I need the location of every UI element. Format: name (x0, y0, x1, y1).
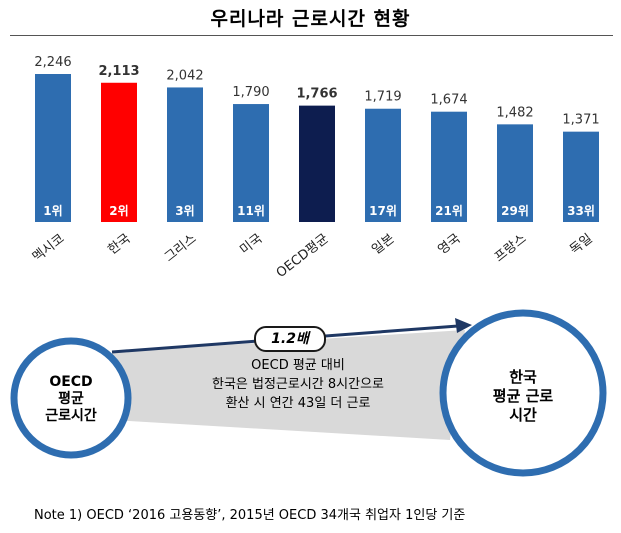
category-label: 미국 (237, 231, 265, 258)
value-label: 2,042 (166, 68, 203, 83)
value-label: 1,371 (562, 113, 599, 128)
korea-circle (439, 309, 607, 477)
bar (563, 131, 599, 222)
bar (497, 124, 533, 222)
bar (101, 82, 137, 222)
category-label: 그리스 (162, 231, 200, 265)
bar (167, 87, 203, 222)
oecd-circle (10, 337, 132, 459)
value-label: 1,766 (296, 87, 337, 102)
title-divider (10, 35, 613, 36)
rank-label: 21위 (435, 204, 463, 218)
rank-label: 11위 (237, 204, 265, 218)
value-label: 1,790 (232, 85, 269, 100)
category-label: 한국 (105, 231, 133, 258)
rank-label: 17위 (369, 204, 397, 218)
source-note: Note 1) OECD ‘2016 고용동향’, 2015년 OECD 34개… (34, 508, 466, 523)
value-label: 1,674 (430, 93, 467, 108)
category-label: 프랑스 (492, 231, 530, 265)
bar (365, 108, 401, 222)
bar (233, 104, 269, 222)
value-label: 1,482 (496, 105, 533, 120)
category-label: 독일 (567, 231, 595, 258)
comparison-description: OECD 평균 대비 한국은 법정근로시간 8시간으로 환산 시 연간 43일 … (211, 358, 385, 411)
bar (299, 105, 335, 222)
ratio-badge: 1.2배 (254, 326, 326, 352)
oecd-circle-label: OECD 평균 근로시간 (45, 374, 97, 424)
korea-circle-label: 한국 평균 근로 시간 (492, 368, 554, 424)
rank-label: 2위 (109, 204, 128, 218)
value-label: 1,719 (364, 90, 401, 105)
category-label: 멕시코 (30, 231, 68, 265)
rank-label: 1위 (43, 204, 62, 218)
comparison-gray-wedge (112, 330, 465, 440)
value-label: 2,113 (98, 64, 139, 79)
category-label: 영국 (435, 231, 463, 258)
category-label: OECD평균 (274, 231, 332, 281)
rank-label: 33위 (567, 204, 595, 218)
category-label: 일본 (369, 231, 397, 258)
rank-label: 29위 (501, 204, 529, 218)
chart-title: 우리나라 근로시간 현황 (210, 8, 411, 30)
bar (35, 74, 71, 222)
rank-label: 3위 (175, 204, 194, 218)
comparison-arrow-head (455, 318, 472, 333)
bar (431, 111, 467, 222)
value-label: 2,246 (34, 55, 71, 70)
